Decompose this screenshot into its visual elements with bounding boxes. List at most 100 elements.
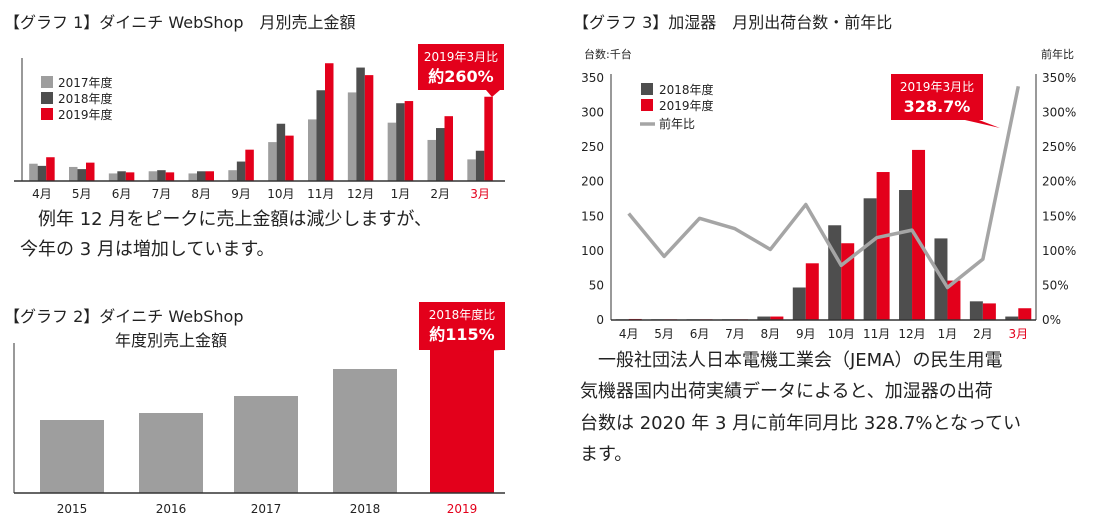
chart1-callout-line1: 2019年3月比 — [424, 50, 498, 64]
chart1-bar-6月-2017年度 — [108, 173, 118, 181]
chart3-x-tick: 4月 — [619, 327, 639, 341]
chart3-bar-3月-2018年度 — [1005, 316, 1019, 320]
chart3-callout-line2: 328.7% — [904, 97, 971, 116]
chart3-bar-12月-2019年度 — [912, 149, 926, 320]
chart1-bar-10月-2017年度 — [268, 142, 277, 181]
chart3-caption-line1: 一般社団法人日本電機工業会（JEMA）の民生用電 — [580, 350, 1003, 371]
chart2-bar-2016 — [139, 413, 203, 493]
chart2-title-line2: 年度別売上金額 — [115, 331, 228, 350]
chart3-y-tick: 200 — [581, 175, 604, 189]
chart3-bar-11月-2018年度 — [863, 198, 877, 320]
chart3-y2-tick: 350% — [1042, 71, 1076, 85]
chart1-bar-4月-2019年度 — [46, 157, 55, 181]
chart3-line-前年比 — [627, 85, 1021, 290]
chart1-legend-swatch-2017年度 — [41, 76, 53, 88]
chart1-callout-pointer — [486, 90, 500, 97]
chart3-y-tick: 250 — [581, 140, 604, 154]
chart1-bar-1月-2017年度 — [387, 122, 397, 181]
chart1-bar-7月-2019年度 — [165, 172, 175, 181]
chart1-bar-12月-2018年度 — [356, 67, 365, 181]
chart1-x-tick: 9月 — [231, 187, 251, 201]
chart1-legend-label: 2018年度 — [58, 91, 113, 106]
chart1-bar-4月-2018年度 — [37, 165, 47, 181]
chart3-legend-swatch-2018年度 — [641, 83, 653, 95]
chart2-x-tick: 2015 — [57, 502, 88, 516]
chart3-bar-1月-2019年度 — [947, 280, 961, 320]
chart2-callout-pointer — [462, 350, 501, 352]
chart1-bar-3月-2019年度 — [484, 96, 493, 181]
chart3-x-tick: 8月 — [761, 327, 781, 341]
chart1-x-tick: 12月 — [347, 187, 374, 201]
chart3-y2-tick: 200% — [1042, 175, 1076, 189]
chart3-legend-label: 2018年度 — [659, 82, 714, 97]
chart2-x-tick: 2016 — [156, 502, 187, 516]
chart3-title: 【グラフ 3】加湿器 月別出荷台数・前年比 — [573, 13, 893, 32]
chart3-y2-tick: 100% — [1042, 244, 1076, 258]
chart2-bar-2019 — [430, 347, 494, 493]
chart1-x-tick: 5月 — [72, 187, 92, 201]
chart1-bar-5月-2018年度 — [77, 169, 86, 181]
chart3-x-tick: 6月 — [690, 327, 710, 341]
chart1-bar-2月-2018年度 — [436, 128, 445, 181]
chart2-bar-2017 — [234, 396, 298, 493]
chart3-legend-swatch-2019年度 — [641, 99, 653, 111]
chart2-title-line1: 【グラフ 2】ダイニチ WebShop — [4, 307, 244, 326]
chart1-bar-10月-2019年度 — [285, 135, 294, 181]
chart1-x-tick: 8月 — [191, 187, 211, 201]
chart1-bar-3月-2018年度 — [475, 150, 485, 181]
chart3-x-tick: 3月 — [1008, 327, 1028, 341]
chart3-bar-11月-2019年度 — [876, 172, 890, 320]
chart1-title: 【グラフ 1】ダイニチ WebShop 月別売上金額 — [4, 13, 356, 32]
chart1-bar-7月-2018年度 — [157, 170, 166, 181]
chart1-x-tick: 1月 — [391, 187, 411, 201]
chart1-legend-label: 2019年度 — [58, 107, 113, 122]
chart1-x-tick: 3月 — [470, 187, 490, 201]
chart3-y2-tick: 0% — [1042, 313, 1061, 327]
chart3-y2-tick: 50% — [1042, 278, 1069, 292]
chart1-x-tick: 10月 — [267, 187, 294, 201]
chart1-bar-9月-2019年度 — [245, 149, 254, 181]
chart1-caption-line1: 例年 12 月をピークに売上金額は減少しますが、 — [20, 209, 432, 230]
chart1-legend-label: 2017年度 — [58, 75, 113, 90]
chart3-x-tick: 12月 — [898, 327, 925, 341]
chart1-bar-8月-2017年度 — [188, 173, 197, 181]
chart3-x-tick: 5月 — [654, 327, 674, 341]
chart3-bar-9月-2018年度 — [792, 287, 806, 320]
chart1-legend-swatch-2019年度 — [41, 108, 53, 120]
chart3-caption-line2: 気機器国内出荷実績データによると、加湿器の出荷 — [580, 381, 993, 402]
chart1-bar-2月-2019年度 — [444, 116, 453, 181]
chart3-bar-10月-2018年度 — [828, 225, 842, 320]
chart1-bar-1月-2019年度 — [404, 101, 414, 181]
chart3-bar-12月-2018年度 — [899, 190, 913, 320]
chart3-callout-box — [891, 74, 983, 120]
chart1-x-tick: 11月 — [307, 187, 334, 201]
chart1-legend-swatch-2018年度 — [41, 92, 53, 104]
chart3-bar-9月-2019年度 — [805, 263, 819, 320]
chart1-bar-2月-2017年度 — [427, 139, 436, 181]
chart3-bar-2月-2019年度 — [982, 303, 996, 320]
chart1-bar-8月-2019年度 — [205, 171, 214, 181]
chart1-x-tick: 4月 — [32, 187, 52, 201]
chart3-x-tick: 2月 — [973, 327, 993, 341]
chart1-bar-9月-2017年度 — [228, 170, 237, 181]
chart1-bar-6月-2019年度 — [125, 172, 135, 181]
chart3-bar-8月-2018年度 — [757, 316, 771, 320]
chart1-bar-11月-2018年度 — [316, 90, 325, 181]
chart3-caption-line3: 台数は 2020 年 3 月に前年同月比 328.7%となってい — [580, 413, 1022, 434]
chart3-x-tick: 9月 — [796, 327, 816, 341]
chart3-legend-label: 2019年度 — [659, 98, 714, 113]
chart3-y-tick: 150 — [581, 209, 604, 223]
chart3-y-tick: 350 — [581, 71, 604, 85]
chart1-bar-9月-2018年度 — [236, 161, 246, 181]
chart1-x-tick: 2月 — [430, 187, 450, 201]
chart1-bar-5月-2019年度 — [86, 162, 95, 181]
chart3-x-tick: 11月 — [863, 327, 890, 341]
chart2-callout-line2: 約115% — [429, 325, 494, 344]
chart1-bar-12月-2017年度 — [347, 92, 357, 181]
chart3-bar-8月-2019年度 — [770, 316, 784, 320]
chart1-callout-box — [418, 44, 504, 90]
chart3-x-tick: 7月 — [725, 327, 745, 341]
chart3-y-label: 台数:千台 — [584, 47, 632, 61]
chart1-bar-10月-2018年度 — [276, 123, 286, 181]
chart1-bar-3月-2017年度 — [467, 159, 476, 181]
